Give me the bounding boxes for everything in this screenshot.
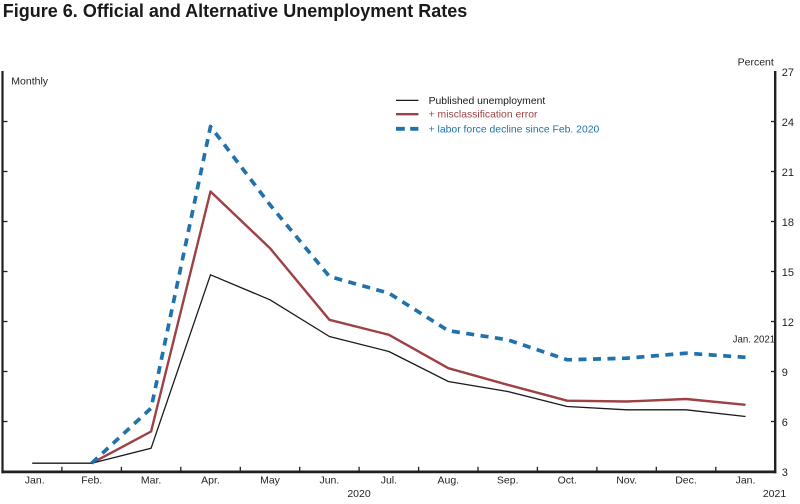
svg-text:Dec.: Dec. <box>675 474 697 486</box>
svg-text:Percent: Percent <box>738 57 774 69</box>
svg-text:Oct.: Oct. <box>558 474 577 486</box>
svg-text:Jan.: Jan. <box>25 474 45 486</box>
svg-text:Apr.: Apr. <box>201 474 220 486</box>
svg-text:Sep.: Sep. <box>497 474 519 486</box>
svg-text:9: 9 <box>782 367 788 379</box>
svg-text:+ labor force decline since Fe: + labor force decline since Feb. 2020 <box>429 124 600 135</box>
svg-text:2021: 2021 <box>763 488 787 500</box>
svg-text:Jan.: Jan. <box>736 474 756 486</box>
svg-text:2020: 2020 <box>347 488 371 500</box>
svg-text:Nov.: Nov. <box>616 474 637 486</box>
svg-text:+ misclassification error: + misclassification error <box>429 110 538 121</box>
svg-text:Jan. 2021: Jan. 2021 <box>733 334 776 345</box>
svg-text:21: 21 <box>782 167 794 179</box>
svg-text:May: May <box>260 474 281 486</box>
svg-text:18: 18 <box>782 217 794 229</box>
svg-text:Mar.: Mar. <box>141 474 161 486</box>
svg-text:Jun.: Jun. <box>319 474 339 486</box>
svg-text:12: 12 <box>782 317 794 329</box>
svg-text:27: 27 <box>782 67 794 79</box>
svg-text:3: 3 <box>782 467 788 479</box>
svg-text:Published unemployment: Published unemployment <box>429 96 546 107</box>
svg-text:Jul.: Jul. <box>381 474 397 486</box>
svg-text:Aug.: Aug. <box>437 474 459 486</box>
svg-text:24: 24 <box>782 117 794 129</box>
svg-text:6: 6 <box>782 417 788 429</box>
svg-text:15: 15 <box>782 267 794 279</box>
svg-text:Feb.: Feb. <box>81 474 102 486</box>
svg-text:Monthly: Monthly <box>11 75 49 87</box>
